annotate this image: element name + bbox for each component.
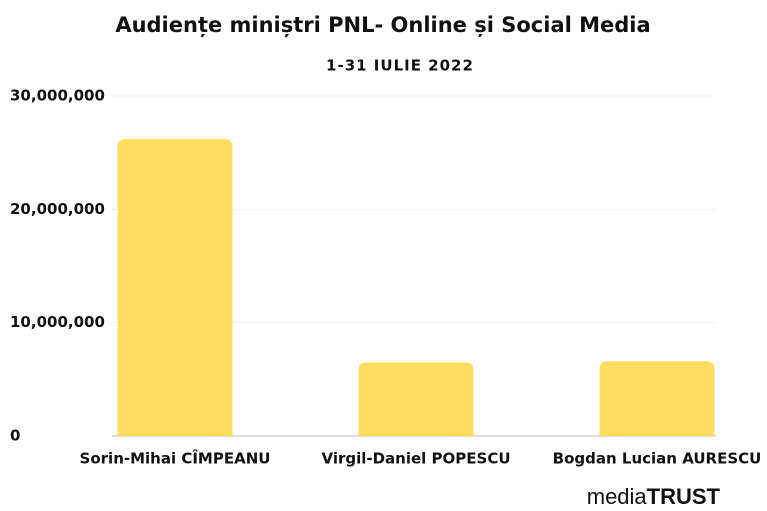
- chart-title: Audiențe miniștri PNL- Online și Social …: [115, 13, 650, 38]
- bar: [599, 361, 715, 436]
- y-tick-label: 0: [10, 427, 20, 445]
- x-tick-label: Virgil-Daniel POPESCU: [321, 450, 510, 468]
- x-tick-label: Sorin-Mihai CÎMPEANU: [80, 449, 271, 468]
- logo: mediaTRUST: [587, 484, 721, 509]
- y-tick-label: 10,000,000: [10, 313, 105, 331]
- y-tick-label: 20,000,000: [10, 200, 105, 218]
- chart-subtitle: 1-31 IULIE 2022: [326, 57, 474, 75]
- bar: [117, 139, 233, 437]
- x-tick-label: Bogdan Lucian AURESCU: [553, 450, 762, 468]
- y-tick-label: 30,000,000: [10, 87, 105, 105]
- bar: [358, 362, 474, 436]
- logo-bold: TRUST: [647, 484, 721, 509]
- logo-light: media: [587, 484, 648, 509]
